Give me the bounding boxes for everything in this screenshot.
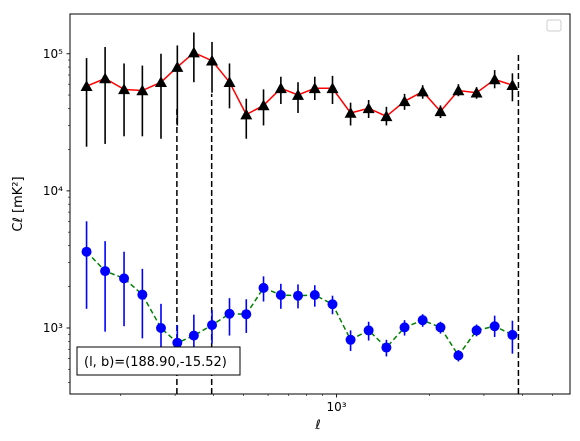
series-1-marker-13 <box>309 290 320 301</box>
series-1-marker-5 <box>172 337 183 348</box>
series-1-marker-17 <box>381 342 392 353</box>
series-0-marker-21 <box>452 84 465 96</box>
annotation-text: (l, b)=(188.90,-15.52) <box>84 355 227 370</box>
series-0-marker-8 <box>223 76 236 88</box>
series-0-marker-2 <box>118 83 131 95</box>
series-1-marker-24 <box>507 329 518 340</box>
series-1 <box>81 221 518 365</box>
series-1-marker-23 <box>489 321 500 332</box>
series-0-marker-1 <box>99 72 112 84</box>
series-0-marker-11 <box>274 82 287 94</box>
series-0-marker-16 <box>362 102 375 114</box>
series-0-marker-19 <box>416 85 429 97</box>
series-0-marker-23 <box>488 73 501 85</box>
series-1-marker-22 <box>471 325 482 336</box>
series-1-marker-14 <box>327 299 338 310</box>
series-0-marker-0 <box>80 80 93 92</box>
series-0-marker-6 <box>187 46 200 58</box>
series-1-marker-20 <box>435 322 446 333</box>
series-0-marker-7 <box>206 54 219 66</box>
y-tick-label-2: 10⁵ <box>43 47 63 61</box>
series-1-marker-7 <box>207 320 218 331</box>
series-0-marker-10 <box>257 99 270 111</box>
series-1-marker-18 <box>399 322 410 333</box>
series-1-marker-10 <box>258 282 269 293</box>
series-1-marker-6 <box>188 330 199 341</box>
legend-box <box>546 19 562 32</box>
series-0-marker-5 <box>171 61 184 72</box>
series-1-marker-0 <box>81 246 92 257</box>
series-0-marker-15 <box>344 106 357 118</box>
y-tick-label-1: 10⁴ <box>43 184 63 198</box>
series-1-marker-8 <box>224 308 235 319</box>
series-0-marker-4 <box>154 76 167 88</box>
series-0-marker-18 <box>398 95 411 107</box>
series-0-marker-22 <box>470 86 483 98</box>
x-axis-label: ℓ <box>314 418 320 433</box>
series-0-marker-17 <box>380 110 393 122</box>
y-tick-label-0: 10³ <box>43 321 63 335</box>
series-1-marker-16 <box>363 325 374 336</box>
series-0-marker-14 <box>326 82 339 94</box>
series-1-marker-19 <box>417 315 428 326</box>
plot-area <box>80 32 520 394</box>
series-0-marker-9 <box>240 108 253 120</box>
series-1-marker-21 <box>453 350 464 361</box>
axes: 10³ 10³ 10⁴ 10⁵ <box>43 47 553 414</box>
series-0 <box>80 32 519 147</box>
series-0-marker-12 <box>292 89 305 100</box>
series-1-marker-12 <box>293 290 304 301</box>
series-1-marker-1 <box>100 266 111 277</box>
series-0-marker-20 <box>434 105 447 117</box>
series-1-marker-2 <box>119 273 130 284</box>
series-1-marker-4 <box>155 322 166 333</box>
x-tick-label-0: 10³ <box>327 400 347 414</box>
annotation-box: (l, b)=(188.90,-15.52) <box>76 346 241 376</box>
series-1-marker-3 <box>137 289 148 300</box>
y-axis-label: Cℓ [mK²] <box>11 176 26 231</box>
series-0-marker-13 <box>308 82 321 94</box>
series-0-marker-24 <box>506 79 519 90</box>
series-1-marker-11 <box>275 290 286 301</box>
series-1-marker-15 <box>345 334 356 345</box>
series-1-marker-9 <box>241 309 252 320</box>
series-0-marker-3 <box>136 84 149 96</box>
